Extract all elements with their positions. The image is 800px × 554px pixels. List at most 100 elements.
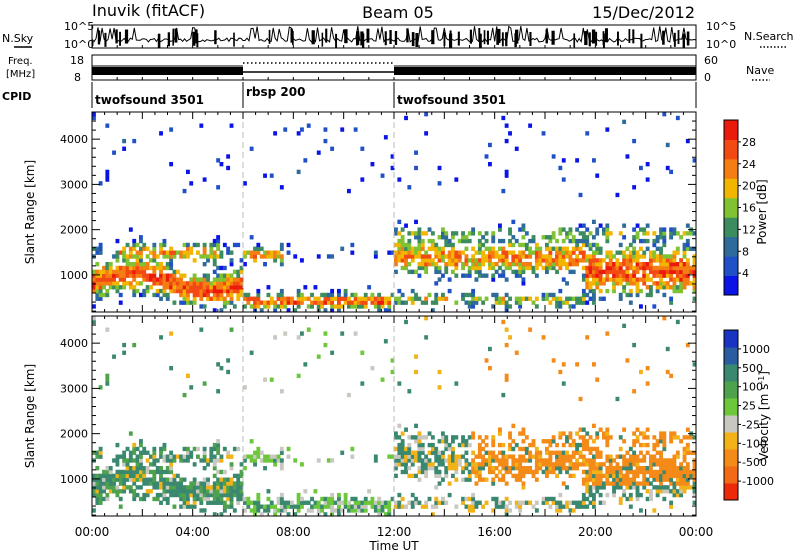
power-cell bbox=[602, 227, 606, 231]
velocity-cell bbox=[572, 501, 576, 505]
power-cell bbox=[686, 262, 690, 266]
power-cell bbox=[511, 270, 515, 274]
power-cell bbox=[619, 243, 623, 247]
velocity-cell bbox=[297, 497, 301, 501]
power-cell bbox=[310, 301, 314, 305]
velocity-cell bbox=[602, 431, 606, 435]
velocity-cell bbox=[592, 505, 596, 509]
nsky-spike bbox=[573, 33, 575, 47]
power-cell bbox=[505, 304, 509, 308]
power-cell bbox=[485, 231, 489, 235]
power-cell bbox=[280, 258, 284, 262]
velocity-cell bbox=[397, 458, 401, 462]
power-cell bbox=[216, 235, 220, 239]
power-cell bbox=[579, 258, 583, 262]
velocity-cell bbox=[592, 462, 596, 466]
velocity-cell bbox=[505, 374, 509, 378]
velocity-cell bbox=[374, 501, 378, 505]
velocity-cell bbox=[297, 501, 301, 505]
velocity-cell bbox=[156, 493, 160, 497]
velocity-cell bbox=[683, 481, 687, 485]
velocity-cell bbox=[179, 455, 183, 459]
velocity-cell bbox=[203, 478, 207, 482]
velocity-cell bbox=[676, 478, 680, 482]
power-cell bbox=[481, 258, 485, 262]
velocity-cell bbox=[545, 462, 549, 466]
power-cell bbox=[622, 120, 626, 124]
velocity-cell bbox=[142, 470, 146, 474]
power-cell bbox=[535, 251, 539, 255]
power-cell bbox=[659, 266, 663, 270]
power-cell bbox=[461, 251, 465, 255]
nsky-spike bbox=[360, 31, 363, 45]
power-cell bbox=[488, 251, 492, 255]
velocity-cell bbox=[159, 474, 163, 478]
velocity-cell bbox=[485, 435, 489, 439]
power-cell bbox=[676, 266, 680, 270]
power-cell bbox=[216, 158, 220, 162]
power-cell bbox=[280, 301, 284, 305]
velocity-cell bbox=[216, 489, 220, 493]
velocity-cell bbox=[548, 451, 552, 455]
power-cell bbox=[139, 239, 143, 243]
velocity-cell bbox=[401, 462, 405, 466]
power-cell bbox=[129, 270, 133, 274]
velocity-cell bbox=[666, 485, 670, 489]
power-cell bbox=[206, 258, 210, 262]
power-cell bbox=[458, 254, 462, 258]
velocity-cell bbox=[666, 347, 670, 351]
velocity-cell bbox=[176, 489, 180, 493]
power-cell bbox=[632, 258, 636, 262]
power-cell bbox=[404, 224, 408, 228]
velocity-cell bbox=[146, 458, 150, 462]
velocity-cell bbox=[350, 505, 354, 509]
power-cell bbox=[159, 266, 163, 270]
power-cell bbox=[407, 254, 411, 258]
power-cell bbox=[662, 243, 666, 247]
power-cell bbox=[139, 274, 143, 278]
power-cell bbox=[163, 274, 167, 278]
velocity-cell bbox=[592, 470, 596, 474]
power-cell bbox=[582, 293, 586, 297]
velocity-cell bbox=[424, 462, 428, 466]
power-cell bbox=[666, 281, 670, 285]
power-cell bbox=[209, 251, 213, 255]
velocity-cell bbox=[441, 497, 445, 501]
power-cell bbox=[585, 254, 589, 258]
power-cell bbox=[397, 243, 401, 247]
power-cell bbox=[371, 162, 375, 166]
power-cell bbox=[394, 243, 398, 247]
power-cell bbox=[394, 270, 398, 274]
power-cell bbox=[468, 301, 472, 305]
velocity-cell bbox=[592, 474, 596, 478]
velocity-cell bbox=[632, 481, 636, 485]
velocity-cell bbox=[642, 485, 646, 489]
power-cell bbox=[438, 251, 442, 255]
velocity-cell bbox=[300, 462, 304, 466]
power-cell bbox=[344, 301, 348, 305]
velocity-cell bbox=[619, 485, 623, 489]
power-cell bbox=[558, 262, 562, 266]
power-cell bbox=[505, 124, 509, 128]
velocity-cell bbox=[632, 443, 636, 447]
velocity-cell bbox=[290, 501, 294, 505]
power-cell bbox=[401, 251, 405, 255]
velocity-cell bbox=[569, 435, 573, 439]
velocity-cell bbox=[163, 493, 167, 497]
power-cell bbox=[119, 270, 123, 274]
power-cell bbox=[622, 254, 626, 258]
velocity-cell bbox=[532, 443, 536, 447]
power-cell bbox=[673, 281, 677, 285]
power-cell bbox=[407, 251, 411, 255]
velocity-cell bbox=[548, 470, 552, 474]
velocity-cell bbox=[183, 497, 187, 501]
power-cell bbox=[434, 301, 438, 305]
power-cell bbox=[602, 258, 606, 262]
velocity-cell bbox=[686, 485, 690, 489]
power-cell bbox=[636, 289, 640, 293]
velocity-cell bbox=[669, 458, 673, 462]
power-cell bbox=[193, 293, 197, 297]
velocity-cell bbox=[149, 489, 153, 493]
velocity-cell bbox=[545, 501, 549, 505]
power-cell bbox=[105, 270, 109, 274]
